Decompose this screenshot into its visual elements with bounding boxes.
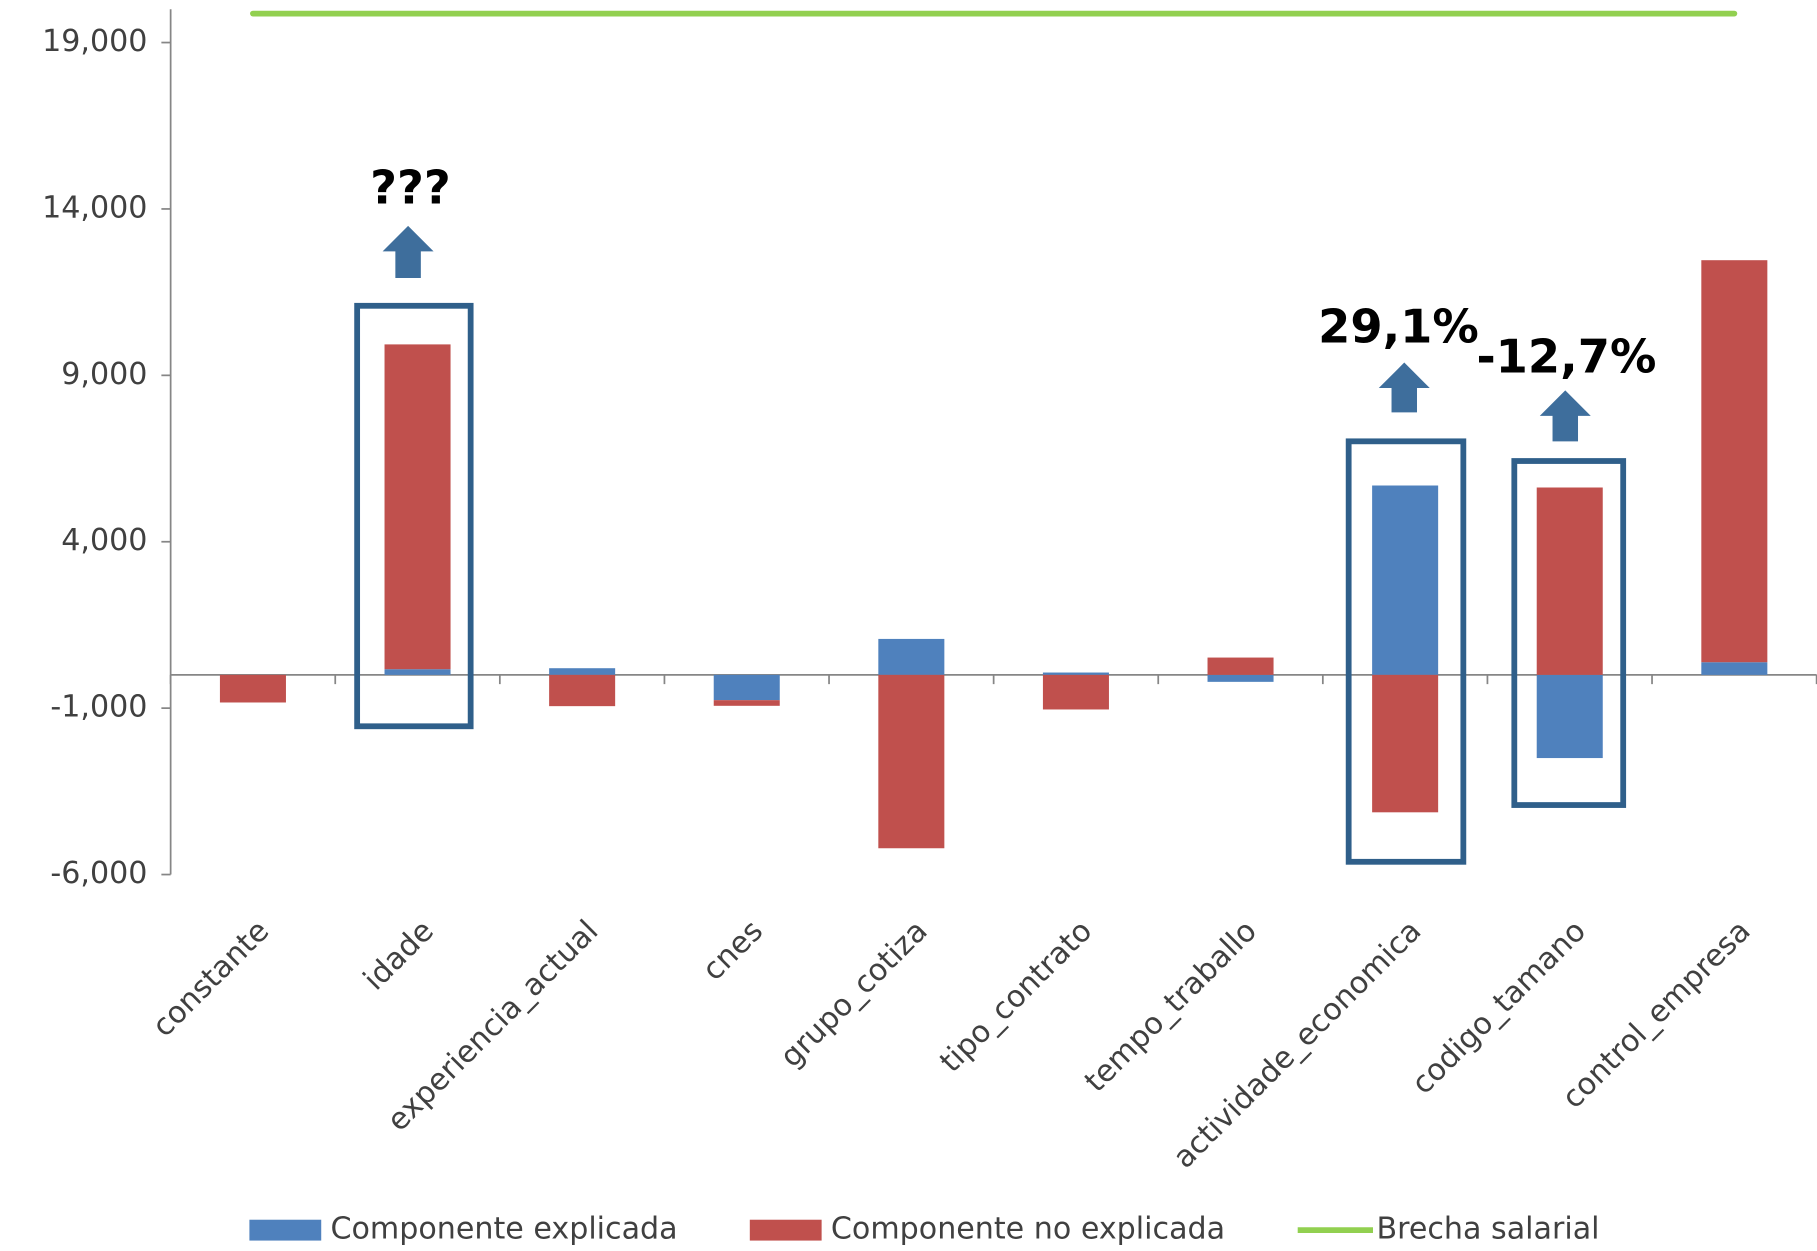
bar xyxy=(1372,485,1439,675)
bar xyxy=(878,638,945,675)
x-tick-label: constante xyxy=(146,914,276,1044)
y-tick-label: 4,000 xyxy=(61,523,147,558)
x-tick-label: codigo_tamano xyxy=(1405,914,1593,1102)
bar xyxy=(1701,260,1768,663)
bar xyxy=(549,674,616,707)
bar xyxy=(713,700,780,706)
x-tick-label: cnes xyxy=(696,914,770,988)
annotation: ??? xyxy=(370,161,451,215)
x-tick-label: tempo_traballo xyxy=(1078,914,1264,1100)
legend-swatch xyxy=(749,1219,822,1241)
arrow xyxy=(1378,362,1430,413)
bar xyxy=(713,674,780,701)
bar xyxy=(1042,672,1109,675)
x-tick-label: idade xyxy=(357,914,441,998)
highlight-box xyxy=(1345,438,1467,865)
bar xyxy=(1536,487,1603,675)
legend-label: Brecha salarial xyxy=(1376,1212,1599,1247)
y-tick-label: 9,000 xyxy=(61,357,147,392)
highlight-box xyxy=(354,302,474,730)
bar xyxy=(1207,674,1274,682)
bar xyxy=(1536,674,1603,759)
arrow xyxy=(382,225,434,278)
legend-label: Componente explicada xyxy=(330,1212,677,1247)
bar xyxy=(219,674,286,703)
annotation: -12,7% xyxy=(1476,330,1656,384)
legend-swatch xyxy=(249,1219,322,1241)
bar xyxy=(878,674,945,849)
bar xyxy=(384,344,451,670)
annotation: 29,1% xyxy=(1318,300,1479,354)
x-tick-label: tipo_contrato xyxy=(933,914,1099,1080)
y-tick-label: -6,000 xyxy=(50,856,147,891)
y-tick-label: 14,000 xyxy=(42,190,147,225)
bar xyxy=(1042,674,1109,710)
x-tick-label: grupo_cotiza xyxy=(774,914,935,1075)
bar xyxy=(1701,662,1768,675)
bar xyxy=(1207,657,1274,675)
highlight-box xyxy=(1511,458,1627,808)
bar xyxy=(384,669,451,675)
bar xyxy=(549,668,616,675)
y-tick-label: 19,000 xyxy=(42,24,147,59)
legend-label: Componente no explicada xyxy=(831,1212,1225,1247)
bar xyxy=(1372,674,1439,813)
y-tick-label: -1,000 xyxy=(50,690,147,725)
arrow xyxy=(1539,390,1591,442)
